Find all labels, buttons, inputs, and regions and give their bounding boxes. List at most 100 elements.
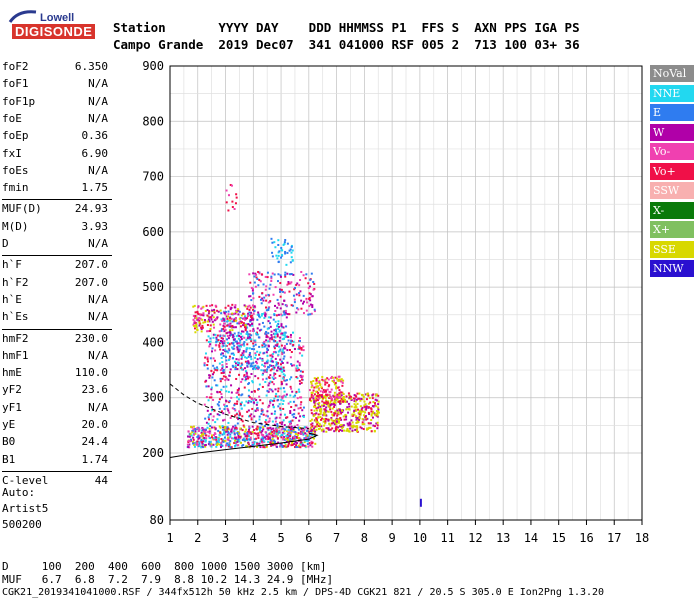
echo-point (267, 406, 270, 409)
echo-point (293, 288, 296, 291)
param-row: h`F2 207.0 (2, 276, 108, 289)
echo-point (265, 435, 268, 438)
echo-point (216, 334, 219, 337)
echo-point (231, 329, 234, 332)
echo-point (254, 272, 257, 275)
echo-point (204, 440, 207, 443)
echo-point (272, 352, 275, 355)
echo-point (304, 439, 307, 442)
echo-point (294, 437, 297, 440)
echo-point (325, 427, 328, 430)
echo-point (232, 347, 235, 350)
param-row: yE 20.0 (2, 418, 108, 431)
echo-point (278, 303, 281, 306)
echo-point (277, 430, 280, 433)
echo-point (267, 336, 270, 339)
echo-point (263, 424, 266, 427)
param-value: 1.75 (81, 181, 109, 195)
echo-point (274, 428, 277, 431)
echo-point (286, 283, 289, 286)
echo-point (274, 395, 277, 398)
echo-point (315, 379, 318, 382)
echo-point (229, 308, 232, 311)
echo-point (338, 420, 341, 423)
echo-point (243, 374, 246, 377)
echo-point (271, 431, 274, 434)
echo-point (244, 329, 247, 332)
echo-point (315, 397, 318, 400)
echo-point (369, 422, 372, 425)
echo-point (284, 379, 287, 382)
echo-point (333, 400, 336, 403)
echo-point (262, 369, 265, 372)
echo-point (236, 440, 239, 443)
echo-point (289, 282, 292, 285)
echo-point (322, 428, 325, 431)
echo-point (276, 306, 279, 309)
echo-point (237, 344, 240, 347)
echo-point (213, 434, 216, 437)
echo-point (187, 435, 190, 438)
echo-point (279, 435, 282, 438)
echo-point (251, 347, 254, 350)
echo-point (228, 334, 231, 337)
echo-point (232, 352, 235, 355)
echo-point (299, 279, 302, 282)
echo-point (254, 285, 257, 288)
echo-point (222, 433, 225, 436)
echo-point (248, 347, 251, 350)
echo-point (277, 302, 280, 305)
echo-point (224, 375, 227, 378)
echo-point (257, 387, 260, 390)
echo-point (319, 424, 322, 427)
echo-point (222, 412, 225, 415)
echo-point (277, 325, 280, 328)
echo-point (225, 189, 228, 192)
echo-point (259, 429, 262, 432)
echo-point (242, 375, 245, 378)
echo-point (249, 320, 252, 323)
echo-point (322, 418, 325, 421)
echo-point (246, 410, 249, 413)
echo-point (192, 425, 195, 428)
echo-point (351, 429, 354, 432)
digisonde-logo-swoosh (8, 10, 37, 23)
echo-point (219, 432, 222, 435)
echo-point (356, 392, 359, 395)
echo-point (310, 440, 313, 443)
echo-point (263, 365, 266, 368)
echo-point (377, 400, 380, 403)
echo-point (298, 339, 301, 342)
echo-point (200, 330, 203, 333)
echo-point (355, 398, 358, 401)
echo-point (324, 383, 327, 386)
echo-point (354, 428, 357, 431)
echo-point (198, 321, 201, 324)
echo-point (334, 429, 337, 432)
echo-point (222, 440, 225, 443)
echo-point (221, 352, 224, 355)
echo-point (365, 418, 368, 421)
echo-point (234, 202, 237, 205)
echo-point (270, 439, 273, 442)
echo-point (296, 367, 299, 370)
echo-point (250, 299, 253, 302)
echo-point (218, 345, 221, 348)
echo-point (278, 339, 281, 342)
echo-point (187, 441, 190, 444)
echo-point (325, 409, 328, 412)
param-separator (2, 328, 112, 330)
echo-point (202, 314, 205, 317)
echo-point (311, 306, 314, 309)
echo-point (262, 413, 265, 416)
echo-point (294, 394, 297, 397)
echo-point (301, 375, 304, 378)
echo-point (230, 437, 233, 440)
echo-point (312, 280, 315, 283)
echo-point (290, 444, 293, 447)
echo-point (211, 350, 214, 353)
echo-point (236, 342, 239, 345)
echo-point (347, 392, 350, 395)
echo-point (306, 443, 309, 446)
echo-point (283, 332, 286, 335)
